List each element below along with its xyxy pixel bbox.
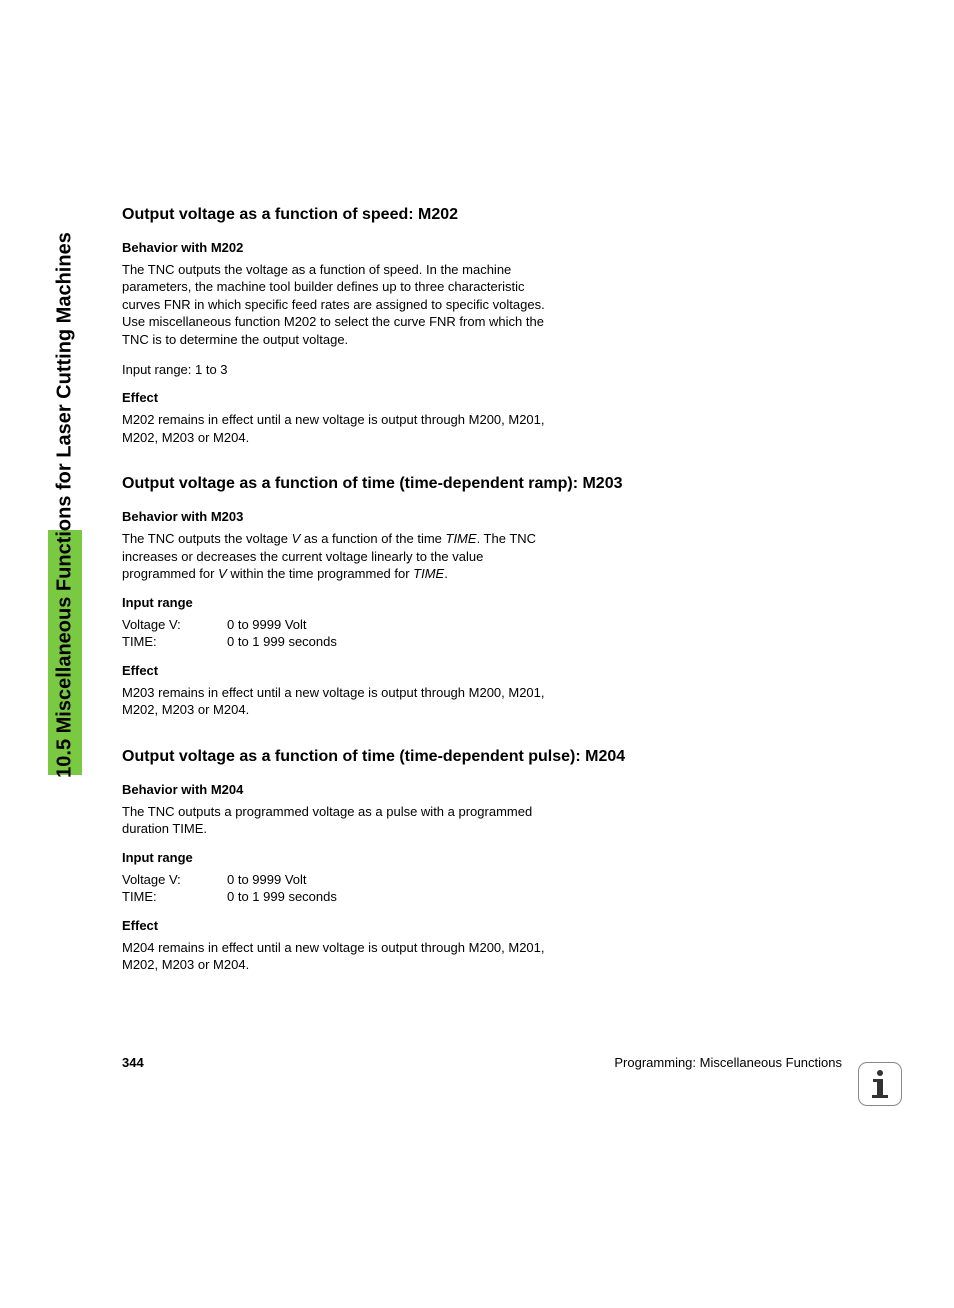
info-icon — [858, 1062, 902, 1106]
sub-heading-behavior-m202: Behavior with M202 — [122, 240, 842, 255]
paragraph: M202 remains in effect until a new volta… — [122, 411, 552, 446]
input-range-value: 0 to 1 999 seconds — [227, 888, 337, 906]
sub-heading-effect-m202: Effect — [122, 390, 842, 405]
section-heading-m202: Output voltage as a function of speed: M… — [122, 205, 842, 226]
input-range-row: Voltage V: 0 to 9999 Volt — [122, 871, 842, 889]
section-heading-m203: Output voltage as a function of time (ti… — [122, 474, 842, 495]
paragraph: The TNC outputs the voltage V as a funct… — [122, 530, 552, 583]
input-range-label: TIME: — [122, 888, 227, 906]
paragraph: M203 remains in effect until a new volta… — [122, 684, 552, 719]
input-range-value: 0 to 9999 Volt — [227, 616, 307, 634]
input-range-block: Voltage V: 0 to 9999 Volt TIME: 0 to 1 9… — [122, 616, 842, 651]
input-range-row: TIME: 0 to 1 999 seconds — [122, 888, 842, 906]
page-content: Output voltage as a function of speed: M… — [122, 205, 842, 986]
sub-heading-effect-m203: Effect — [122, 663, 842, 678]
input-range-label: TIME: — [122, 633, 227, 651]
input-range-value: 0 to 9999 Volt — [227, 871, 307, 889]
input-range-row: TIME: 0 to 1 999 seconds — [122, 633, 842, 651]
input-range-value: 0 to 1 999 seconds — [227, 633, 337, 651]
page-number: 344 — [122, 1055, 144, 1070]
input-range-block: Voltage V: 0 to 9999 Volt TIME: 0 to 1 9… — [122, 871, 842, 906]
sub-heading-input-range-m204: Input range — [122, 850, 842, 865]
paragraph: M204 remains in effect until a new volta… — [122, 939, 552, 974]
sub-heading-behavior-m203: Behavior with M203 — [122, 509, 842, 524]
side-tab-title: 10.5 Miscellaneous Functions for Laser C… — [54, 232, 77, 778]
paragraph: Input range: 1 to 3 — [122, 361, 552, 379]
page-footer: 344 Programming: Miscellaneous Functions — [122, 1055, 842, 1070]
input-range-label: Voltage V: — [122, 871, 227, 889]
footer-chapter-title: Programming: Miscellaneous Functions — [614, 1055, 842, 1070]
sub-heading-input-range-m203: Input range — [122, 595, 842, 610]
section-heading-m204: Output voltage as a function of time (ti… — [122, 747, 842, 768]
side-tab: 10.5 Miscellaneous Functions for Laser C… — [48, 195, 82, 815]
paragraph: The TNC outputs a programmed voltage as … — [122, 803, 552, 838]
input-range-label: Voltage V: — [122, 616, 227, 634]
input-range-row: Voltage V: 0 to 9999 Volt — [122, 616, 842, 634]
sub-heading-behavior-m204: Behavior with M204 — [122, 782, 842, 797]
sub-heading-effect-m204: Effect — [122, 918, 842, 933]
paragraph: The TNC outputs the voltage as a functio… — [122, 261, 552, 349]
